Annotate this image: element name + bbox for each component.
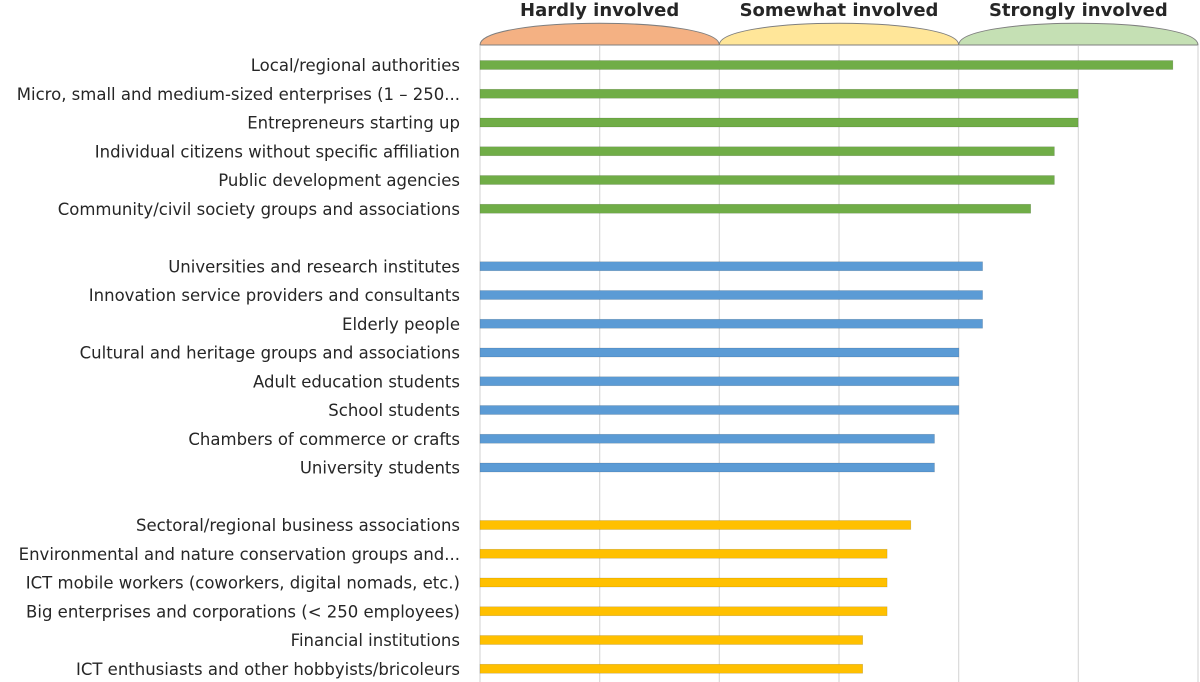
bar-g1-3	[479, 347, 960, 358]
bar-g2-2	[479, 577, 888, 588]
bar-g0-0	[479, 60, 1174, 70]
category-label-g2-1: Environmental and nature conservation gr…	[19, 545, 460, 564]
bar-g2-3	[479, 606, 888, 617]
bar-g2-0	[479, 520, 912, 530]
bar-g0-3	[479, 146, 1055, 157]
band-dome-0	[479, 22, 720, 46]
category-label-g1-0: Universities and research institutes	[168, 257, 460, 276]
category-label-g1-7: University students	[300, 459, 460, 478]
bar-g2-1	[479, 548, 888, 559]
bar-g1-7	[479, 462, 935, 473]
category-label-g2-5: ICT enthusiasts and other hobbyists/bric…	[76, 660, 460, 679]
category-label-g2-0: Sectoral/regional business associations	[136, 516, 460, 535]
category-label-g0-5: Community/civil society groups and assoc…	[58, 200, 460, 219]
band-dome-2	[958, 22, 1199, 46]
category-label-g0-1: Micro, small and medium-sized enterprise…	[17, 85, 460, 104]
category-label-g1-3: Cultural and heritage groups and associa…	[80, 344, 460, 363]
bar-g0-1	[479, 88, 1079, 99]
category-label-g1-1: Innovation service providers and consult…	[89, 286, 460, 305]
bar-g0-5	[479, 203, 1032, 214]
band-label-1: Somewhat involved	[740, 0, 939, 21]
category-label-g0-0: Local/regional authorities	[251, 56, 460, 75]
category-label-g2-4: Financial institutions	[291, 631, 460, 650]
category-label-g0-4: Public development agencies	[218, 171, 460, 190]
band-label-2: Strongly involved	[989, 0, 1168, 21]
bar-g1-4	[479, 376, 960, 387]
bar-g0-4	[479, 175, 1055, 185]
category-label-g1-6: Chambers of commerce or crafts	[188, 430, 460, 449]
bar-g1-0	[479, 261, 983, 272]
bar-g2-4	[479, 635, 863, 645]
category-label-g0-3: Individual citizens without specific aff…	[95, 142, 460, 161]
band-dome-1	[718, 22, 960, 46]
bar-g1-1	[479, 290, 983, 300]
band-label-0: Hardly involved	[520, 0, 679, 21]
category-label-g2-3: Big enterprises and corporations (< 250 …	[26, 602, 460, 621]
category-label-g2-2: ICT mobile workers (coworkers, digital n…	[26, 574, 460, 593]
bar-g2-5	[479, 663, 863, 674]
bar-g0-2	[479, 117, 1079, 128]
bar-g1-5	[479, 405, 960, 415]
bar-g1-6	[479, 433, 935, 444]
category-label-g0-2: Entrepreneurs starting up	[247, 114, 460, 133]
category-label-g1-4: Adult education students	[253, 372, 460, 391]
category-label-g1-5: School students	[328, 401, 460, 420]
bar-g1-2	[479, 318, 983, 329]
category-label-g1-2: Elderly people	[342, 315, 460, 334]
